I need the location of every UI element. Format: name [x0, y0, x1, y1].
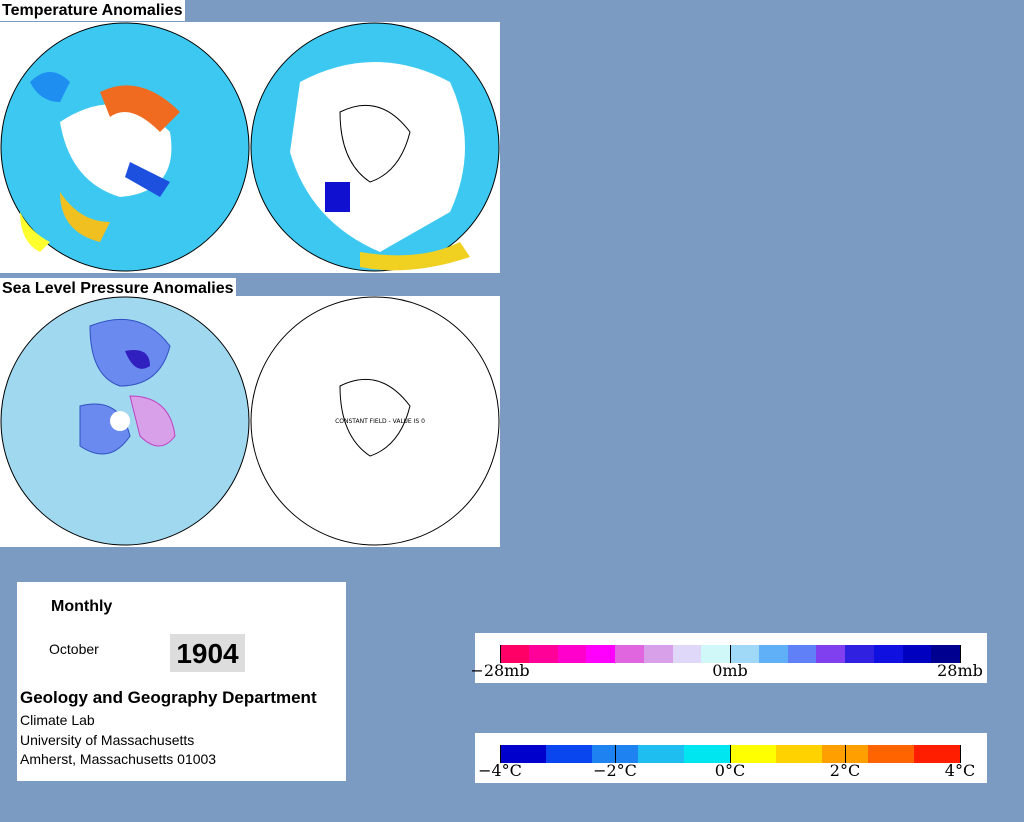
color-swatch	[615, 645, 644, 663]
tick	[500, 645, 501, 663]
university: University of Massachusetts	[20, 732, 195, 748]
color-swatch	[914, 745, 960, 763]
map-svg: CONSTANT FIELD - VALUE IS 0	[0, 296, 500, 546]
tick	[500, 745, 501, 763]
color-swatch	[787, 645, 817, 663]
color-swatch	[586, 645, 615, 663]
color-swatch	[557, 645, 587, 663]
section-title: Sea Level Pressure Anomalies	[0, 278, 236, 299]
tick	[730, 745, 731, 763]
color-swatch	[638, 745, 684, 763]
constant-note: CONSTANT FIELD - VALUE IS 0	[335, 418, 425, 425]
legend-label: −4°C	[478, 761, 522, 780]
color-swatch	[730, 645, 759, 663]
color-swatch	[902, 645, 932, 663]
tick	[615, 745, 616, 763]
legend-label: −28mb	[470, 661, 530, 680]
temperature-colorbar: −4°C −2°C 0°C 2°C 4°C	[475, 733, 987, 783]
color-swatch	[758, 645, 788, 663]
color-swatch	[730, 745, 776, 763]
color-swatch	[684, 745, 730, 763]
color-swatch	[643, 645, 673, 663]
color-swatch	[816, 645, 845, 663]
color-swatch	[528, 645, 558, 663]
color-swatch	[873, 645, 903, 663]
pressure-colorbar: −28mb 0mb 28mb	[470, 633, 987, 683]
color-swatch	[845, 645, 874, 663]
section-title: Temperature Anomalies	[0, 0, 185, 21]
legend-label: 0mb	[712, 661, 748, 680]
tick	[845, 745, 846, 763]
address: Amherst, Massachusetts 01003	[20, 751, 217, 767]
year: 1904	[170, 634, 245, 672]
tick	[960, 745, 961, 763]
color-swatch	[868, 745, 914, 763]
department: Geology and Geography Department	[20, 688, 317, 707]
tick	[730, 645, 731, 663]
color-swatch	[931, 645, 960, 663]
legend-label: −2°C	[593, 761, 637, 780]
legend-label: 0°C	[714, 761, 746, 780]
legend-label: 4°C	[944, 761, 976, 780]
color-swatch	[776, 745, 822, 763]
legend-label: 28mb	[937, 661, 983, 680]
info-box: Monthly October 1904 Geology and Geograp…	[17, 582, 346, 781]
lab: Climate Lab	[20, 712, 95, 728]
pressure-maps: CONSTANT FIELD - VALUE IS 0	[0, 296, 500, 547]
color-swatch	[500, 745, 546, 763]
color-swatch	[701, 645, 730, 663]
month: October	[49, 641, 99, 657]
map-svg	[0, 22, 500, 272]
temperature-maps	[0, 22, 500, 273]
color-swatch	[546, 745, 592, 763]
legend-label: 2°C	[829, 761, 861, 780]
tick	[960, 645, 961, 663]
period: Monthly	[51, 598, 113, 615]
color-swatch	[672, 645, 702, 663]
color-swatch	[500, 645, 529, 663]
